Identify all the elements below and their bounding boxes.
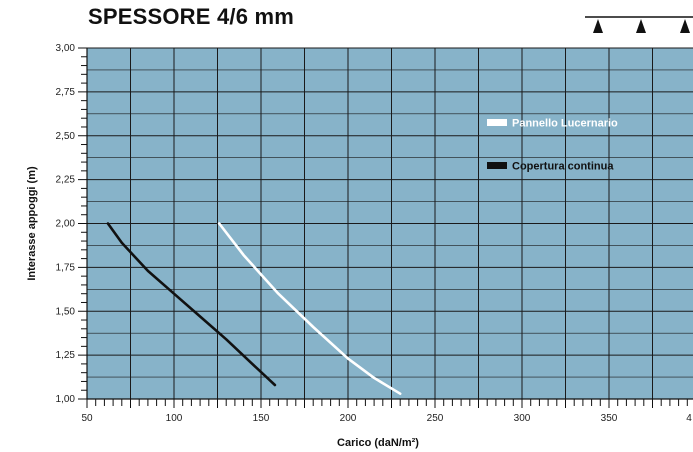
series-layer	[106, 222, 402, 396]
series-line-2	[106, 222, 277, 387]
x-tick-label: 50	[81, 413, 93, 424]
y-tick-label: 2,00	[56, 219, 76, 230]
legend-label-2: Copertura continua	[512, 161, 614, 173]
support-triangle-icon	[680, 19, 690, 33]
x-tick-label: 300	[514, 413, 531, 424]
page-title: SPESSORE 4/6 mm	[88, 4, 294, 29]
support-triangle-icon	[593, 19, 603, 33]
y-tick-label: 1,50	[56, 306, 76, 317]
y-tick-label: 1,25	[56, 350, 76, 361]
y-tick-label: 2,50	[56, 131, 76, 142]
x-axis-label: Carico (daN/m²)	[337, 437, 419, 449]
y-tick-label: 2,25	[56, 175, 76, 186]
legend: Pannello Lucernario Copertura continua	[487, 118, 618, 173]
x-tick-label: 350	[601, 413, 618, 424]
y-tick-label: 1,75	[56, 262, 76, 273]
x-tick-label: 150	[253, 413, 270, 424]
support-diagram-icon	[585, 16, 693, 33]
x-tick-label: 200	[340, 413, 357, 424]
support-triangle-icon	[636, 19, 646, 33]
legend-swatch-1	[487, 119, 507, 126]
x-tick-label: 250	[427, 413, 444, 424]
legend-label-1: Pannello Lucernario	[512, 118, 618, 130]
y-tick-label: 1,00	[56, 394, 76, 405]
y-axis-label: Interasse appoggi (m)	[26, 166, 38, 281]
series-line-1	[217, 222, 402, 396]
y-tick-label: 3,00	[56, 43, 76, 54]
grid	[86, 47, 693, 400]
x-tick-label: 100	[166, 413, 183, 424]
legend-swatch-2	[487, 162, 507, 169]
axes: 50 100 150 200 250 300 350 4 1,00 1,25 1,50 1,75 2,0…	[56, 43, 693, 424]
y-tick-label: 2,75	[56, 87, 76, 98]
x-tick-label: 4	[686, 413, 692, 424]
